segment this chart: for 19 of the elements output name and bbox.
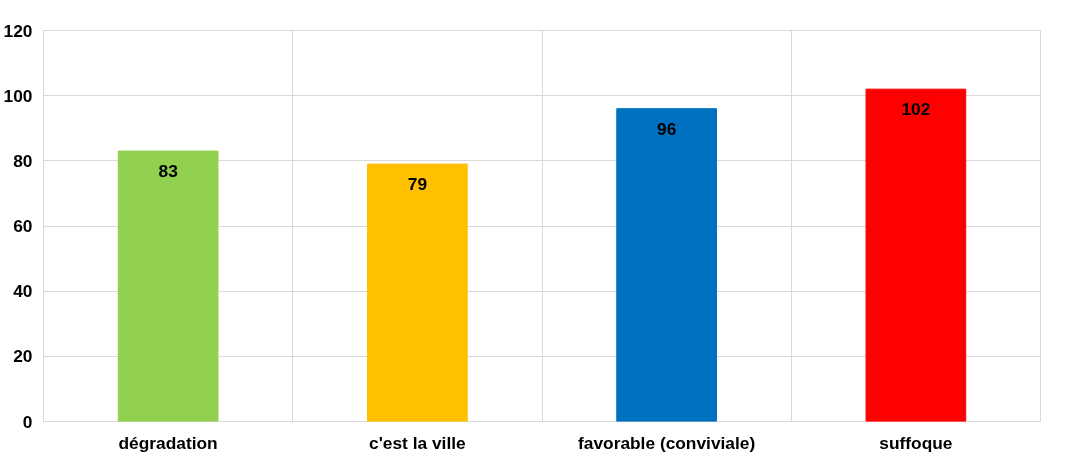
y-tick-label: 40 <box>13 281 33 302</box>
x-tick-label: favorable (conviviale) <box>578 432 756 453</box>
bar <box>616 108 717 422</box>
y-tick-label: 120 <box>3 20 33 41</box>
x-tick-label: dégradation <box>118 432 218 453</box>
y-tick-label: 0 <box>22 411 33 432</box>
data-label: 102 <box>901 99 931 120</box>
y-tick-label: 80 <box>13 150 33 171</box>
y-tick-label: 60 <box>13 216 33 236</box>
bar <box>367 163 468 422</box>
data-label: 83 <box>158 161 179 182</box>
bar <box>117 150 219 422</box>
x-tick-label: c'est la ville <box>369 432 467 453</box>
data-label: 79 <box>407 174 428 195</box>
x-tick-label: suffoque <box>879 432 953 453</box>
data-label: 96 <box>656 118 677 139</box>
y-tick-label: 100 <box>3 85 33 106</box>
bar <box>865 88 967 422</box>
y-tick-label: 20 <box>13 346 33 367</box>
